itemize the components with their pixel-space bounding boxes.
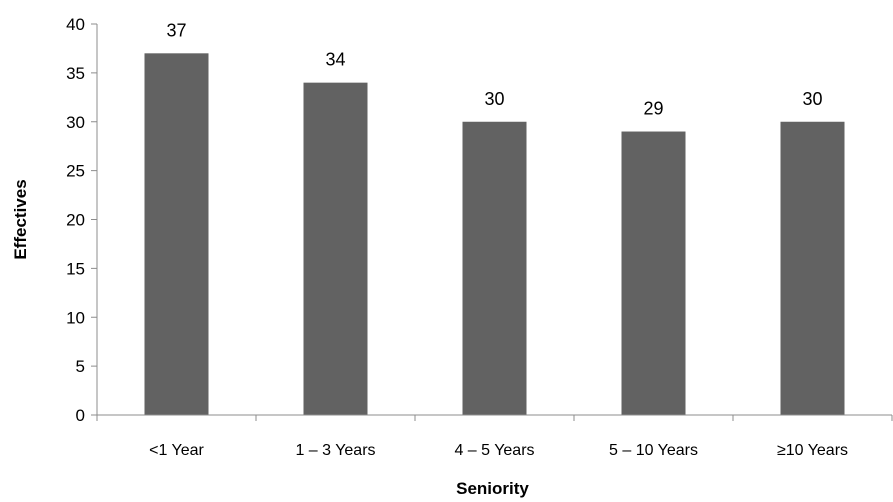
bar [144, 53, 209, 415]
bars [144, 53, 845, 416]
y-tick-label: 20 [66, 211, 85, 230]
x-tick-label: 1 – 3 Years [295, 442, 375, 459]
y-tick-label: 5 [76, 357, 85, 376]
x-tick-label: <1 Year [149, 442, 204, 459]
y-tick-label: 30 [66, 113, 85, 132]
data-label: 30 [484, 89, 504, 109]
bar [462, 121, 527, 415]
x-axis-labels: <1 Year 1 – 3 Years 4 – 5 Years 5 – 10 Year… [149, 442, 848, 459]
y-tick-label: 0 [76, 406, 85, 425]
x-tick-label: 4 – 5 Years [454, 442, 534, 459]
data-label: 34 [325, 50, 345, 70]
y-tick-label: 35 [66, 64, 85, 83]
bar [621, 131, 686, 415]
y-tick-label: 15 [66, 259, 85, 278]
y-axis-title: Effectives [11, 179, 30, 259]
y-tick-label: 40 [66, 15, 85, 34]
data-label: 30 [802, 89, 822, 109]
data-label: 29 [643, 99, 663, 119]
x-axis-title: Seniority [456, 479, 529, 498]
y-axis-ticks: 0 5 10 15 20 25 30 35 40 [66, 15, 893, 425]
y-tick-label: 10 [66, 308, 85, 327]
bar [303, 82, 368, 416]
x-tick-label: 5 – 10 Years [609, 442, 698, 459]
x-tick-label: ≥10 Years [777, 442, 848, 459]
y-tick-label: 25 [66, 162, 85, 181]
bar [780, 121, 845, 415]
data-labels: 37 34 30 29 30 [166, 20, 822, 118]
data-label: 37 [166, 20, 186, 40]
